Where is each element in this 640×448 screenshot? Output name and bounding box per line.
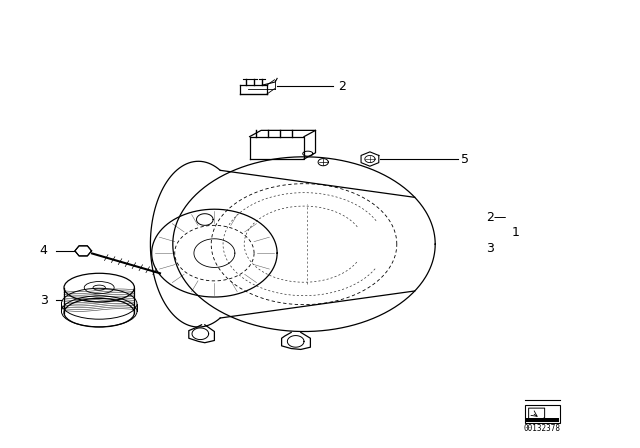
Text: 1: 1 — [512, 226, 520, 240]
Text: 3: 3 — [40, 293, 47, 307]
Text: 4: 4 — [40, 244, 47, 258]
Text: 2—: 2— — [486, 211, 507, 224]
Polygon shape — [75, 246, 92, 256]
Bar — [526, 418, 559, 422]
Text: 5: 5 — [461, 152, 468, 166]
Polygon shape — [529, 408, 545, 421]
Text: 2: 2 — [338, 80, 346, 93]
Bar — [525, 405, 560, 423]
Text: 3: 3 — [486, 242, 494, 255]
Text: 00132378: 00132378 — [524, 424, 561, 433]
